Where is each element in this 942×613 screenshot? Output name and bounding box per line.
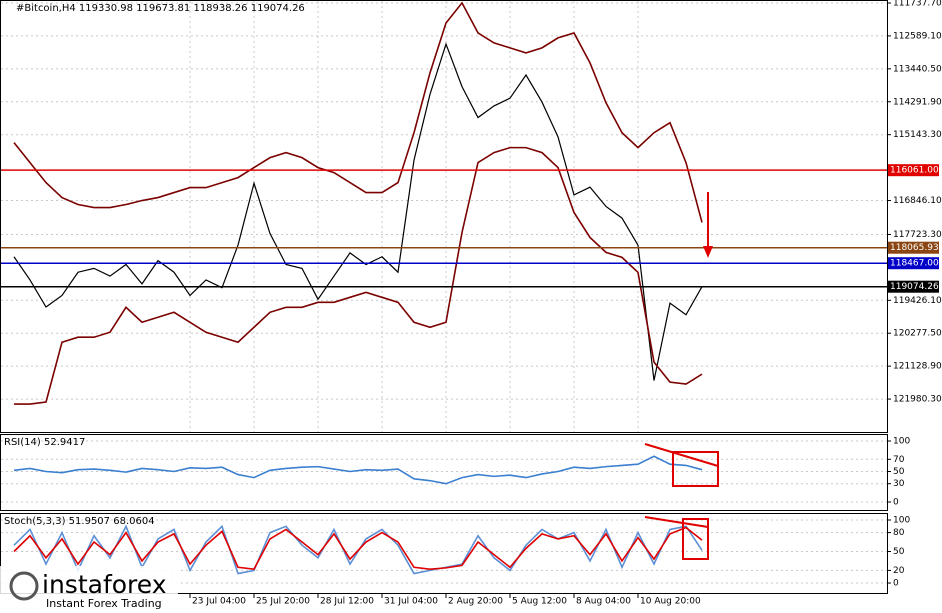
y-tick-label: 113440.50: [893, 64, 942, 74]
series-line: [14, 146, 703, 405]
arrow-head: [703, 246, 713, 258]
level-box: [888, 280, 939, 293]
y-tick-label: 80: [893, 528, 905, 538]
stoch-signal-last: 68.0604: [113, 516, 154, 527]
y-tick-label: 30: [893, 479, 905, 489]
logo-icon: [9, 571, 39, 601]
series-line: [13, 1, 703, 223]
level-label: 118065.93: [890, 243, 939, 253]
stoch-panel: [0, 513, 888, 594]
x-tick-label: 10 Aug 20:00: [640, 597, 701, 607]
x-tick-label: 28 Jul 12:00: [320, 597, 374, 607]
y-tick-label: 50: [893, 547, 905, 557]
level-label: 118467.00: [890, 259, 939, 269]
y-tick-label: 117723.30: [893, 230, 942, 240]
level-box: [888, 164, 939, 177]
y-tick-label: 70: [893, 455, 905, 465]
trend-line: [644, 443, 719, 467]
y-tick-label: 121128.90: [893, 362, 942, 372]
x-tick-label: 8 Aug 04:00: [576, 597, 631, 607]
close: 119074.26: [251, 3, 305, 14]
y-tick-label: 0: [893, 498, 899, 508]
y-tick-label: 111737.70: [893, 0, 942, 8]
stoch-name: Stoch(5,3,3): [4, 516, 66, 527]
header: #Bitcoin,H4 119330.98 119673.81 118938.2…: [16, 3, 305, 14]
low: 118938.26: [193, 3, 247, 14]
series-line: [13, 526, 703, 570]
y-tick-label: 116846.10: [893, 196, 942, 206]
trend-line: [644, 516, 709, 528]
x-tick-label: 2 Aug 20:00: [448, 597, 503, 607]
y-tick-label: 0: [893, 579, 899, 589]
y-tick-label: 50: [893, 467, 905, 477]
y-tick-label: 119426.10: [893, 296, 942, 306]
x-tick-label: 5 Aug 12:00: [512, 597, 567, 607]
stoch-title: Stoch(5,3,3) 51.9507 68.0604: [4, 516, 155, 527]
y-tick-label: 100: [893, 437, 910, 447]
high: 119673.81: [136, 3, 190, 14]
x-tick-label: 31 Jul 04:00: [384, 597, 438, 607]
rsi-panel: [0, 434, 888, 511]
y-tick-label: 112589.10: [893, 31, 942, 41]
x-tick-label: 25 Jul 20:00: [256, 597, 310, 607]
series-line: [13, 455, 703, 485]
y-tick-label: 100: [893, 516, 910, 526]
open: 119330.98: [79, 3, 133, 14]
y-tick-label: 20: [893, 566, 905, 576]
main-panel: [0, 0, 888, 433]
series-line: [13, 42, 703, 381]
logo-brand: instaforex: [42, 570, 167, 599]
rsi-title: RSI(14) 52.9417: [4, 437, 85, 448]
level-label: 116061.00: [890, 166, 939, 176]
logo: instaforex Instant Forex Trading: [0, 566, 178, 611]
y-tick-label: 121980.30: [893, 395, 942, 405]
level-box: [888, 257, 939, 270]
rsi-name: RSI(14): [4, 437, 41, 448]
y-tick-label: 114291.90: [893, 97, 942, 107]
y-tick-label: 120277.50: [893, 329, 942, 339]
highlight-box: [672, 451, 719, 487]
symbol: #Bitcoin,H4: [16, 3, 76, 14]
y-tick-label: 115143.30: [893, 130, 942, 140]
level-label: 119074.26: [890, 282, 939, 292]
stoch-main-last: 51.9507: [69, 516, 110, 527]
logo-tagline: Instant Forex Trading: [46, 597, 162, 610]
level-box: [888, 241, 939, 254]
x-tick-label: 23 Jul 04:00: [192, 597, 246, 607]
rsi-last: 52.9417: [44, 437, 85, 448]
highlight-box: [682, 518, 709, 560]
